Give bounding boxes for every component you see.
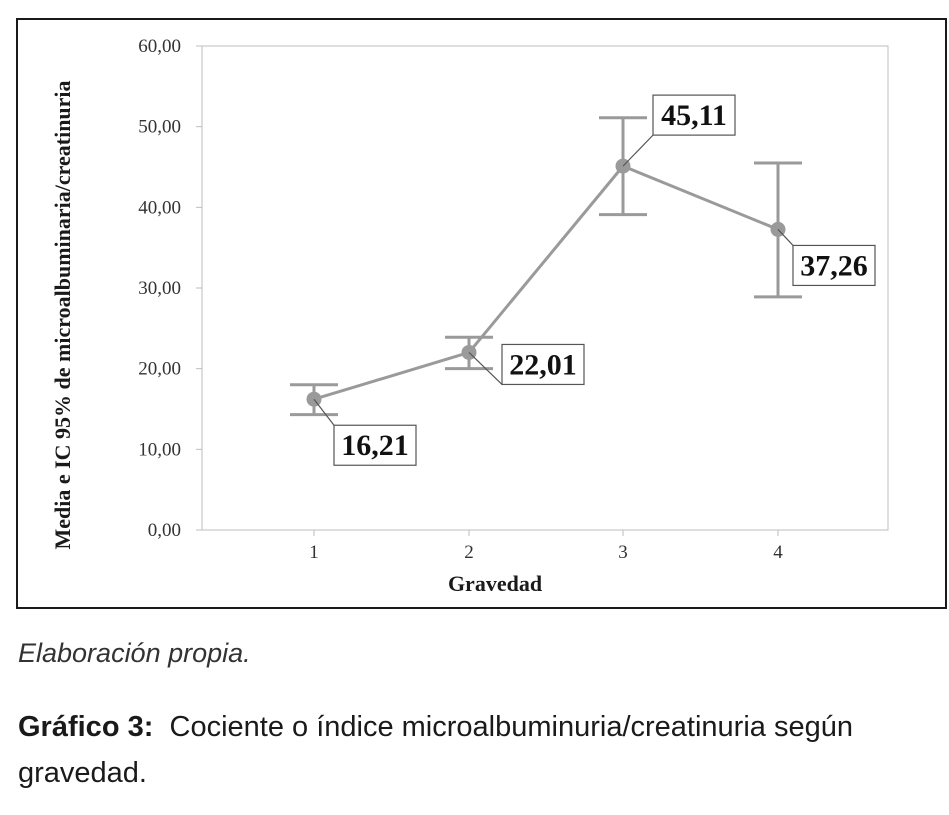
data-label: 45,11: [622, 94, 736, 167]
x-axis-title: Gravedad: [448, 571, 542, 596]
y-tick-label: 60,00: [138, 36, 181, 57]
y-tick-label: 30,00: [138, 278, 181, 299]
data-label: 16,21: [313, 398, 417, 466]
y-tick-label: 10,00: [138, 439, 181, 460]
caption-text: Cociente o índice microalbuminuria/creat…: [18, 711, 853, 789]
x-tick-label: 2: [464, 542, 474, 563]
y-tick-label: 50,00: [138, 117, 181, 138]
x-axis: 1 2 3 4: [309, 530, 783, 563]
y-axis-title: Media e IC 95% de microalbuminaria/creat…: [50, 80, 75, 549]
y-tick-label: 0,00: [148, 520, 181, 541]
data-label-text: 16,21: [341, 429, 409, 462]
x-tick-label: 1: [309, 542, 319, 563]
data-label: 22,01: [468, 343, 585, 386]
figure-caption: Gráfico 3: Cociente o índice microalbumi…: [18, 704, 938, 796]
plot-area: [201, 45, 889, 531]
data-label: 37,26: [777, 229, 876, 287]
data-label-text: 37,26: [800, 249, 868, 282]
data-labels: 16,21 22,01 45,11 37,26: [313, 94, 876, 466]
y-axis: 0,00 10,00 20,00 30,00 40,00 50,00 60,00: [138, 36, 202, 541]
y-tick-label: 20,00: [138, 359, 181, 380]
x-tick-label: 4: [773, 542, 783, 563]
data-label-text: 22,01: [509, 348, 577, 381]
caption-label: Gráfico 3:: [18, 711, 154, 743]
x-tick-label: 3: [618, 542, 628, 563]
source-note: Elaboración propia.: [18, 638, 251, 668]
series-line: [313, 164, 779, 401]
data-label-text: 45,11: [661, 99, 727, 132]
y-tick-label: 40,00: [138, 197, 181, 218]
